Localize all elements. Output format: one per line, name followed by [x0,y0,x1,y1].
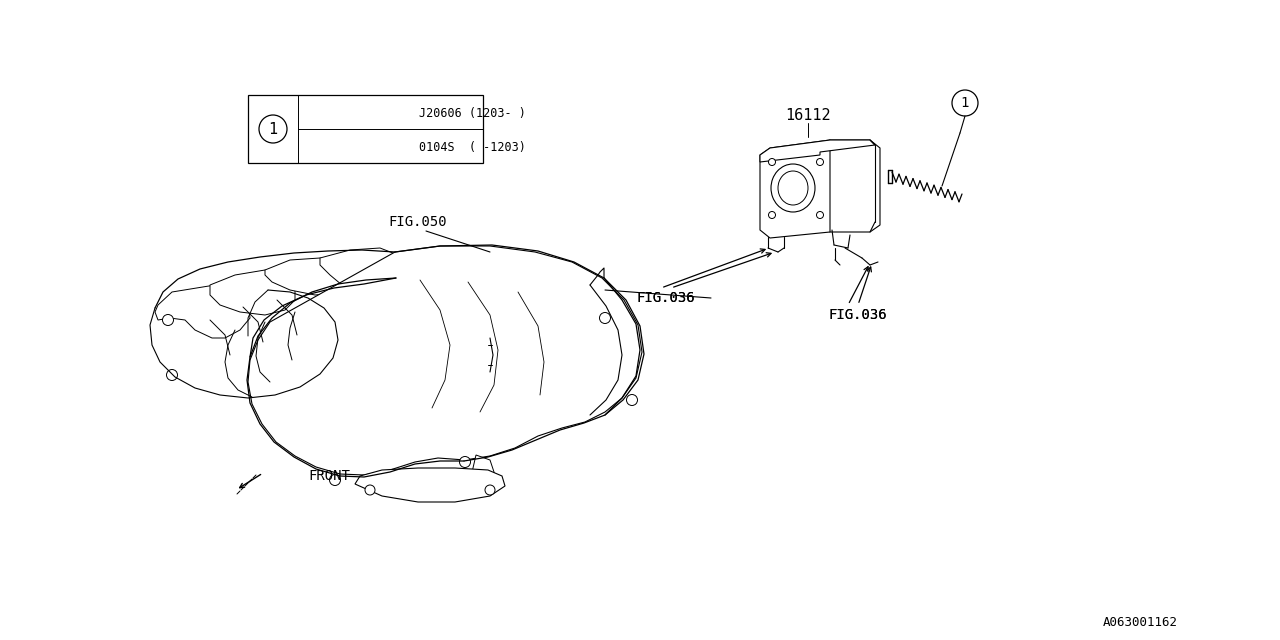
Polygon shape [760,140,829,238]
Polygon shape [210,270,294,315]
Polygon shape [355,468,506,502]
Circle shape [768,159,776,166]
Text: 0104S  ( -1203): 0104S ( -1203) [419,141,525,154]
Circle shape [485,485,495,495]
Text: FIG.036: FIG.036 [828,308,887,322]
Circle shape [460,456,471,467]
Text: FIG.036: FIG.036 [828,308,887,322]
Polygon shape [820,140,881,232]
Circle shape [166,369,178,381]
Circle shape [329,474,340,486]
Text: FIG.050: FIG.050 [389,215,447,229]
Text: 16112: 16112 [785,108,831,122]
Text: FRONT: FRONT [308,469,349,483]
Circle shape [365,485,375,495]
Text: 1: 1 [961,96,969,110]
Polygon shape [265,258,349,295]
Text: J20606 (1203- ): J20606 (1203- ) [419,108,525,120]
Circle shape [626,394,637,406]
Polygon shape [320,248,404,290]
Circle shape [768,211,776,218]
Circle shape [817,159,823,166]
Circle shape [163,314,174,326]
Polygon shape [248,246,643,475]
Circle shape [259,115,287,143]
Polygon shape [470,455,497,494]
Polygon shape [760,140,876,162]
Text: 1: 1 [269,122,278,136]
Circle shape [599,312,611,323]
Bar [248,95,483,163]
Circle shape [952,90,978,116]
Text: FIG.036: FIG.036 [636,291,695,305]
Polygon shape [155,285,250,338]
Text: FIG.036: FIG.036 [636,291,695,305]
Circle shape [817,211,823,218]
Text: A063001162: A063001162 [1103,616,1178,628]
